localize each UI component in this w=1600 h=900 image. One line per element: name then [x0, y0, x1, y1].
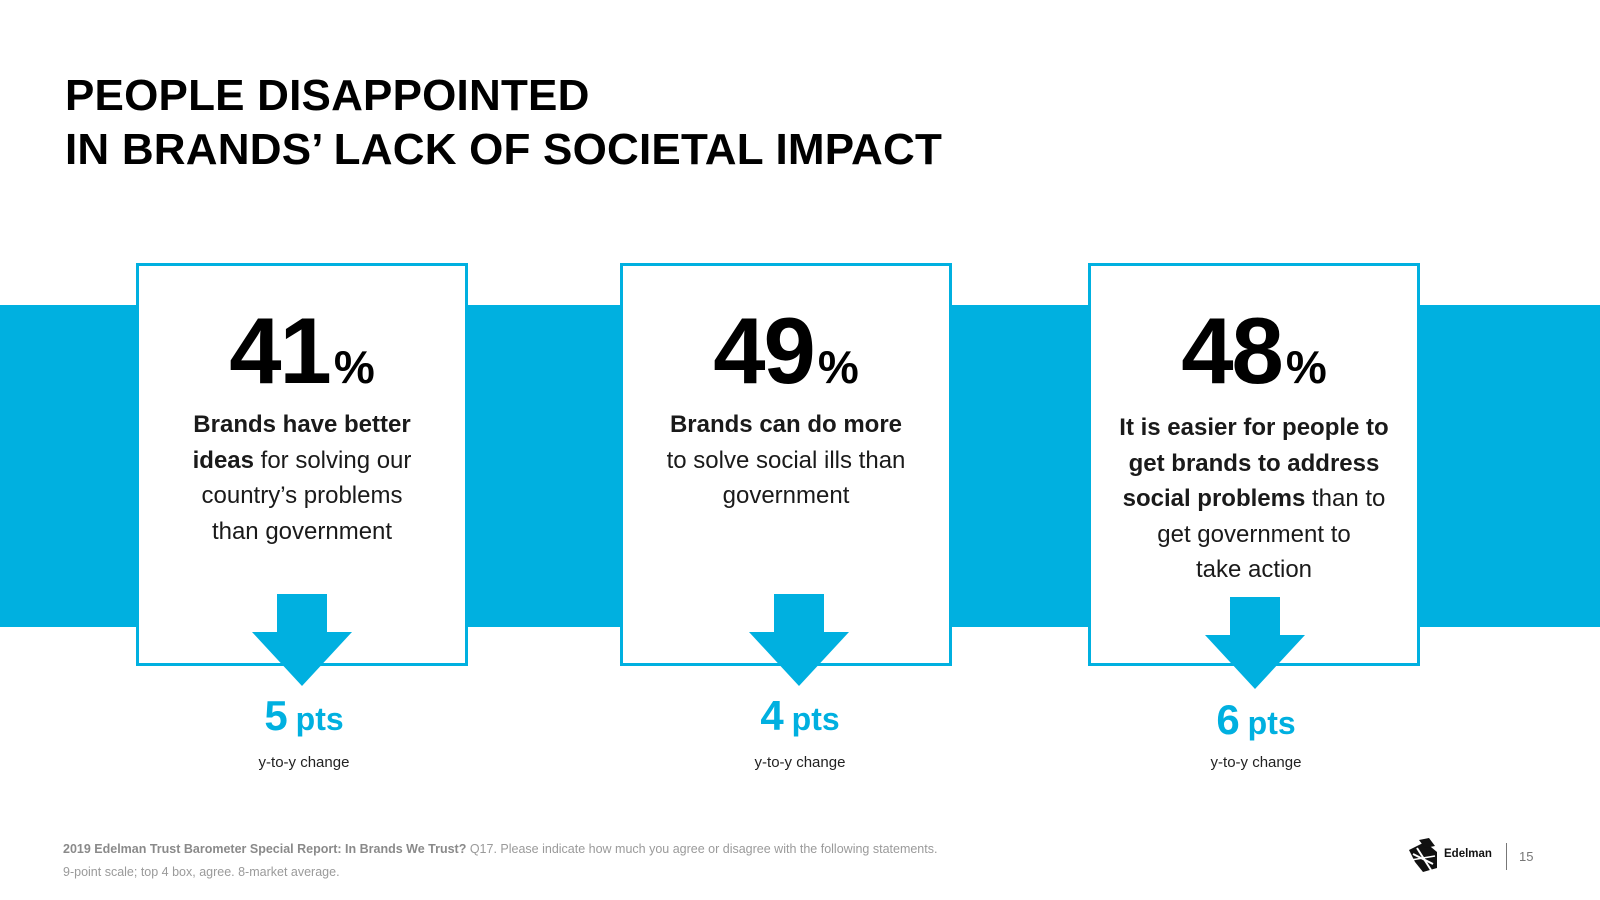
source-question: Q17. Please indicate how much you agree … [466, 842, 938, 856]
change-value-2: 4 pts [690, 692, 910, 740]
desc-3-line-2: get brands to address [1128, 449, 1380, 477]
source-footnote: 2019 Edelman Trust Barometer Special Rep… [63, 838, 937, 884]
desc-1-line-4: than government [211, 517, 393, 545]
stat-description-2: Brands can do more to solve social ills … [637, 407, 935, 514]
change-number-3: 6 [1216, 696, 1240, 743]
page-number: 15 [1519, 849, 1534, 864]
desc-1-line-3: country’s problems [201, 482, 403, 509]
change-value-1: 5 pts [194, 692, 414, 740]
stat-unit-1: % [333, 341, 375, 393]
change-caption-1: y-to-y change [258, 754, 350, 771]
stat-value-3: 48% [1091, 304, 1417, 398]
change-caption-3: y-to-y change [1210, 754, 1302, 771]
desc-2-line-1: Brands can do more [669, 411, 903, 438]
stat-number-3: 48 [1181, 298, 1284, 403]
down-arrow-icon [252, 594, 352, 686]
desc-3-line-3-bold: social problems [1122, 485, 1306, 512]
desc-3-line-4: get government to [1157, 520, 1351, 548]
stat-unit-2: % [817, 341, 859, 393]
desc-3-line-5: take action [1195, 556, 1313, 583]
stat-value-1: 41% [139, 304, 465, 398]
change-unit-1: pts [295, 701, 344, 737]
stat-number-2: 49 [713, 298, 816, 403]
title-line-1: PEOPLE DISAPPOINTED [65, 71, 590, 120]
source-method: 9-point scale; top 4 box, agree. 8-marke… [63, 865, 340, 879]
stat-description-1: Brands have better ideas for solving our… [153, 407, 451, 549]
change-unit-3: pts [1247, 705, 1296, 741]
logo-divider [1506, 843, 1507, 870]
page-title: PEOPLE DISAPPOINTED IN BRANDS’ LACK OF S… [65, 69, 942, 177]
desc-2-line-3: government [722, 482, 850, 509]
change-caption-2: y-to-y change [754, 754, 846, 771]
source-title: 2019 Edelman Trust Barometer Special Rep… [63, 842, 467, 856]
down-arrow-icon [749, 594, 849, 686]
down-arrow-icon [1205, 597, 1305, 689]
stat-value-2: 49% [623, 304, 949, 398]
stat-number-1: 41 [229, 298, 332, 403]
desc-1-line-2-bold: ideas [192, 446, 254, 474]
desc-1-line-1: Brands have better [193, 411, 411, 438]
desc-3-line-3-rest: than to [1305, 485, 1386, 512]
title-line-2: IN BRANDS’ LACK OF SOCIETAL IMPACT [65, 125, 943, 174]
stat-unit-3: % [1285, 341, 1327, 393]
stat-description-3: It is easier for people to get brands to… [1105, 410, 1403, 588]
stat-card-1: 41% Brands have better ideas for solving… [136, 263, 468, 666]
desc-3-line-1: It is easier for people to [1119, 414, 1389, 441]
logo-text: Edelman [1444, 848, 1492, 860]
desc-2-line-2: to solve social ills than [666, 446, 906, 474]
desc-1-line-2-rest: for solving our [253, 446, 412, 474]
change-number-2: 4 [760, 692, 784, 739]
change-value-3: 6 pts [1146, 696, 1366, 744]
change-number-1: 5 [264, 692, 288, 739]
change-unit-2: pts [791, 701, 840, 737]
edelman-logo [1407, 838, 1491, 872]
